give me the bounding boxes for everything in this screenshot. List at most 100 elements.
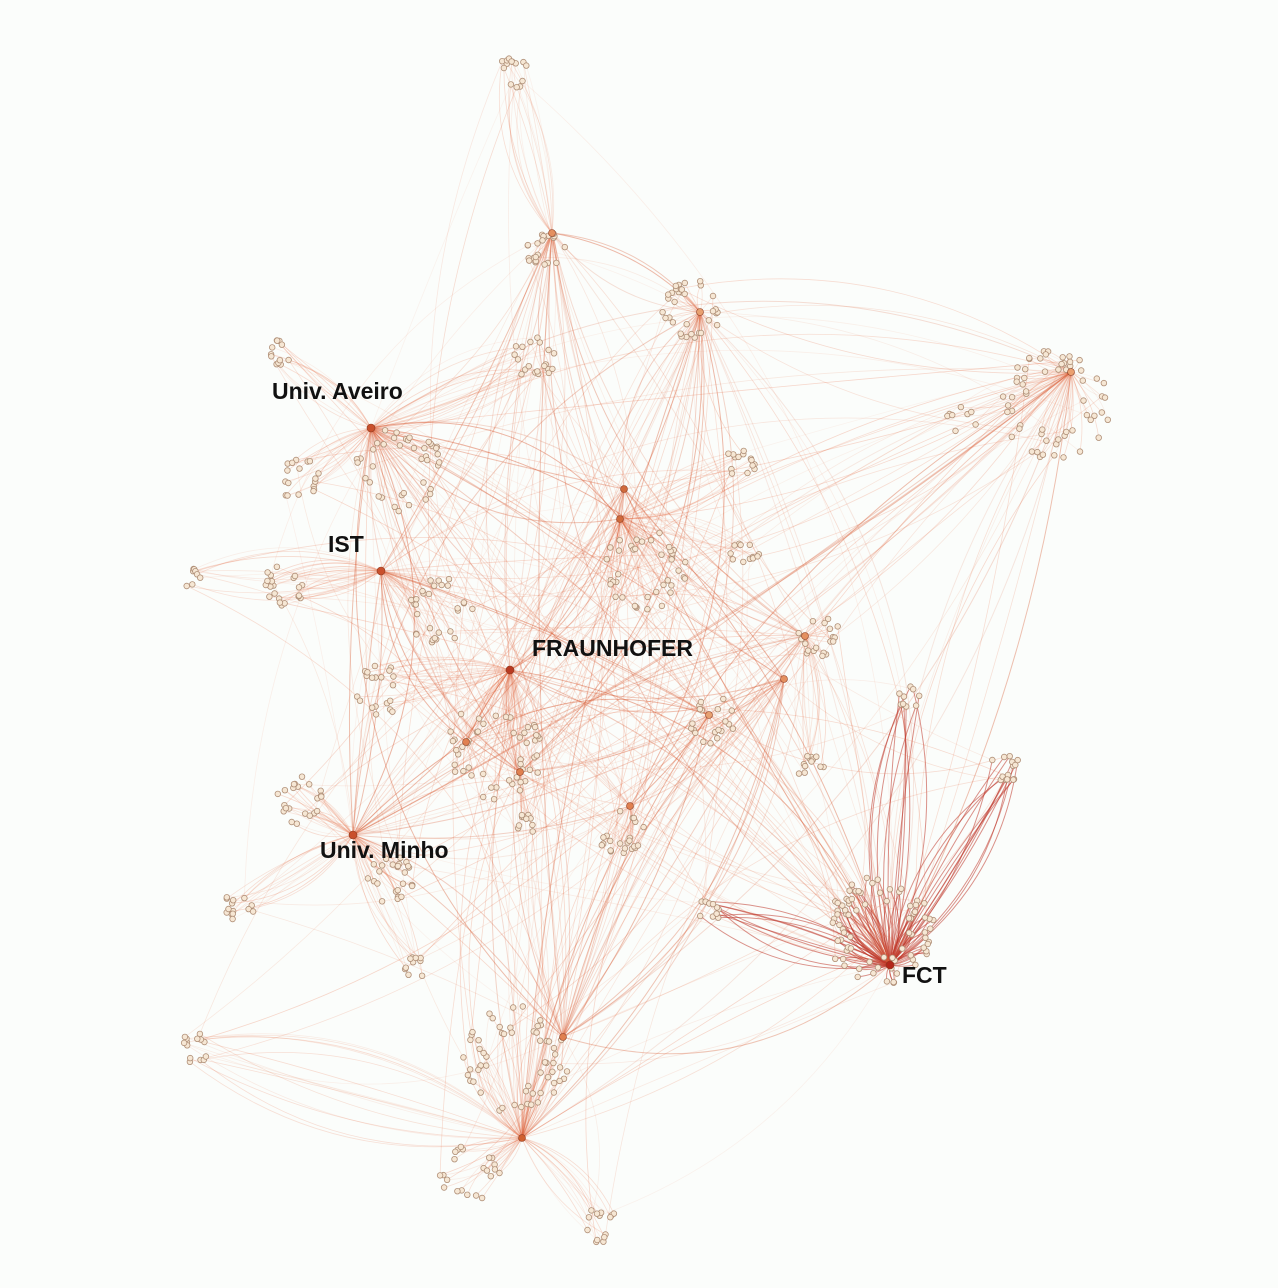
edge bbox=[364, 656, 511, 672]
node bbox=[364, 669, 371, 676]
edge bbox=[465, 311, 701, 743]
node bbox=[1042, 351, 1049, 358]
edge bbox=[284, 602, 710, 716]
node bbox=[1083, 411, 1091, 419]
node bbox=[447, 728, 454, 735]
node bbox=[1025, 354, 1033, 362]
edge bbox=[509, 669, 631, 807]
hub-node bbox=[462, 738, 470, 746]
node bbox=[496, 1023, 503, 1031]
edge bbox=[370, 359, 1080, 429]
node bbox=[621, 845, 629, 852]
edge bbox=[619, 518, 672, 586]
edge bbox=[619, 518, 669, 581]
edge bbox=[298, 570, 382, 597]
node bbox=[298, 773, 306, 780]
edge bbox=[370, 427, 710, 716]
edge bbox=[443, 1137, 523, 1176]
node bbox=[1076, 448, 1084, 455]
node bbox=[848, 895, 856, 903]
edge bbox=[352, 834, 383, 902]
edge bbox=[288, 359, 523, 1139]
edge bbox=[971, 371, 1072, 413]
node bbox=[534, 1022, 541, 1030]
node bbox=[369, 704, 376, 711]
node bbox=[658, 551, 665, 558]
edge bbox=[562, 635, 806, 1038]
node bbox=[922, 934, 929, 941]
edge bbox=[519, 737, 564, 1038]
node bbox=[454, 605, 461, 612]
edge bbox=[267, 570, 382, 577]
edge bbox=[1031, 371, 1072, 452]
node bbox=[845, 911, 852, 919]
edge bbox=[380, 570, 458, 609]
edge bbox=[521, 1093, 534, 1139]
edge bbox=[370, 427, 467, 743]
node bbox=[664, 577, 671, 584]
edge bbox=[521, 311, 701, 1139]
edge bbox=[483, 1052, 523, 1139]
node bbox=[886, 886, 894, 893]
node bbox=[465, 764, 472, 771]
node bbox=[419, 587, 426, 595]
edge bbox=[367, 663, 511, 673]
edge bbox=[380, 570, 467, 743]
edge bbox=[267, 562, 382, 582]
node bbox=[683, 321, 690, 328]
edge bbox=[380, 570, 417, 634]
node bbox=[425, 590, 433, 598]
edge bbox=[390, 232, 556, 668]
edge bbox=[316, 810, 564, 1038]
node bbox=[451, 761, 458, 768]
node bbox=[550, 1059, 557, 1067]
node bbox=[426, 625, 434, 632]
edge bbox=[521, 457, 744, 1139]
node bbox=[1077, 367, 1085, 374]
edge bbox=[1070, 371, 1088, 416]
node bbox=[1012, 761, 1019, 769]
edge bbox=[370, 345, 517, 429]
node bbox=[603, 556, 610, 563]
edge bbox=[352, 635, 806, 836]
node bbox=[630, 814, 637, 822]
node bbox=[616, 808, 624, 815]
edge bbox=[1070, 371, 1095, 417]
edge bbox=[615, 518, 627, 597]
node bbox=[451, 1155, 458, 1163]
edge bbox=[352, 365, 1071, 836]
node bbox=[401, 869, 408, 876]
edge bbox=[370, 427, 459, 742]
node bbox=[697, 912, 704, 920]
edge bbox=[521, 678, 785, 1139]
edge bbox=[352, 834, 421, 959]
hub-node bbox=[505, 665, 515, 675]
edge bbox=[699, 311, 891, 966]
edge bbox=[513, 237, 545, 773]
edge bbox=[380, 570, 892, 969]
node bbox=[1098, 409, 1105, 416]
edge bbox=[509, 669, 515, 734]
edge bbox=[381, 669, 511, 689]
edge bbox=[837, 626, 891, 966]
node bbox=[524, 241, 532, 249]
node bbox=[500, 64, 508, 72]
node bbox=[266, 593, 273, 600]
node bbox=[556, 1064, 564, 1071]
edge bbox=[619, 518, 891, 966]
node bbox=[644, 593, 651, 601]
edge bbox=[610, 805, 631, 851]
edge bbox=[619, 518, 640, 607]
node bbox=[866, 958, 873, 966]
edge bbox=[370, 427, 383, 497]
node bbox=[826, 625, 834, 632]
edge bbox=[622, 311, 701, 490]
edge bbox=[293, 771, 521, 787]
node bbox=[1093, 375, 1100, 382]
edge bbox=[509, 669, 518, 778]
node bbox=[472, 1192, 480, 1199]
edge bbox=[372, 677, 891, 966]
node bbox=[500, 1030, 508, 1038]
edge bbox=[380, 469, 748, 572]
node bbox=[1008, 433, 1015, 440]
